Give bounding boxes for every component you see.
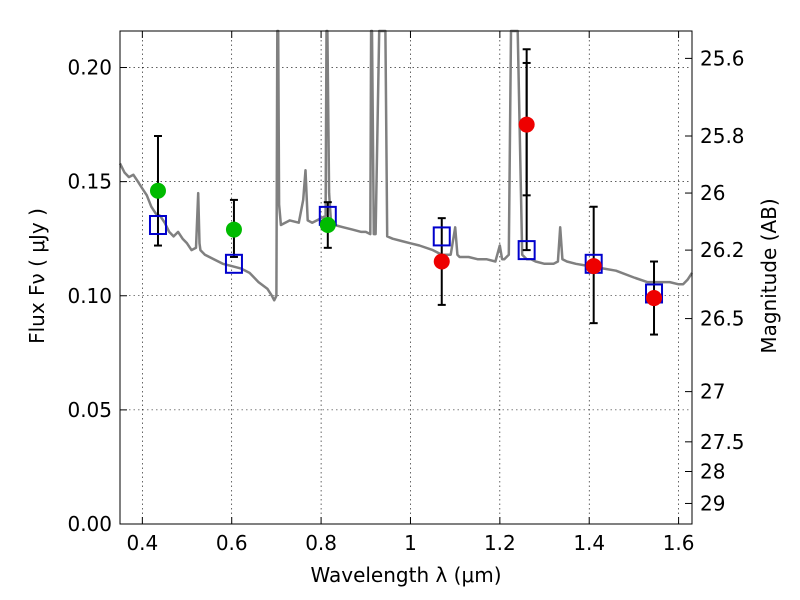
y2-tick-label: 26 bbox=[700, 181, 725, 205]
photometry-circle-marker bbox=[518, 116, 535, 133]
y2-tick-label: 26.5 bbox=[700, 307, 745, 331]
y2-axis-label: Magnitude (AB) bbox=[757, 198, 781, 353]
photometry-circle-marker bbox=[585, 258, 602, 275]
photometry-square-marker bbox=[224, 253, 243, 274]
square-markers-layer bbox=[148, 205, 664, 304]
circle-markers-layer bbox=[149, 116, 663, 307]
photometry-circle-marker bbox=[149, 182, 166, 199]
y2-tick-label: 27.5 bbox=[700, 430, 745, 454]
y2-tick-label: 26.2 bbox=[700, 238, 745, 262]
photometry-square-marker bbox=[148, 215, 167, 236]
plot-frame bbox=[119, 30, 693, 525]
photometry-circle-marker bbox=[225, 221, 242, 238]
y2-tick-label: 25.8 bbox=[700, 124, 745, 148]
x-tick-label: 1.4 bbox=[573, 531, 605, 555]
y2-tick-label: 28 bbox=[700, 460, 725, 484]
x-tick-label: 0.6 bbox=[216, 531, 248, 555]
x-axis-label: Wavelength λ (μm) bbox=[310, 563, 501, 587]
y-axis-label: Flux Fν ( μJy ) bbox=[25, 208, 49, 344]
y2-tick-label: 27 bbox=[700, 380, 725, 404]
y2-tick-label: 29 bbox=[700, 491, 725, 515]
x-tick-label: 0.4 bbox=[126, 531, 158, 555]
y2-tick-label: 25.6 bbox=[700, 46, 745, 70]
y-tick-label: 0.15 bbox=[67, 170, 112, 194]
model-spectrum-line bbox=[118, 29, 694, 302]
x-tick-label: 1.6 bbox=[663, 531, 695, 555]
ticks: 0.4 0.6 0.8 1 1.2 1.4 1.6 0.00 0.05 0.10 0.15 0.20 2… bbox=[67, 31, 745, 555]
y-tick-label: 0.20 bbox=[67, 56, 112, 80]
y-tick-label: 0.05 bbox=[67, 398, 112, 422]
y-tick-label: 0.10 bbox=[67, 284, 112, 308]
photometry-circle-marker bbox=[646, 290, 663, 307]
photometry-square-marker bbox=[517, 240, 536, 261]
y-tick-label: 0.00 bbox=[67, 512, 112, 536]
x-tick-label: 1 bbox=[404, 531, 417, 555]
x-tick-label: 0.8 bbox=[305, 531, 337, 555]
photometry-circle-marker bbox=[319, 217, 336, 234]
x-tick-label: 1.2 bbox=[484, 531, 516, 555]
model-spectrum-layer bbox=[118, 29, 694, 302]
photometry-circle-marker bbox=[433, 253, 450, 270]
photometry-square-marker bbox=[432, 226, 451, 247]
